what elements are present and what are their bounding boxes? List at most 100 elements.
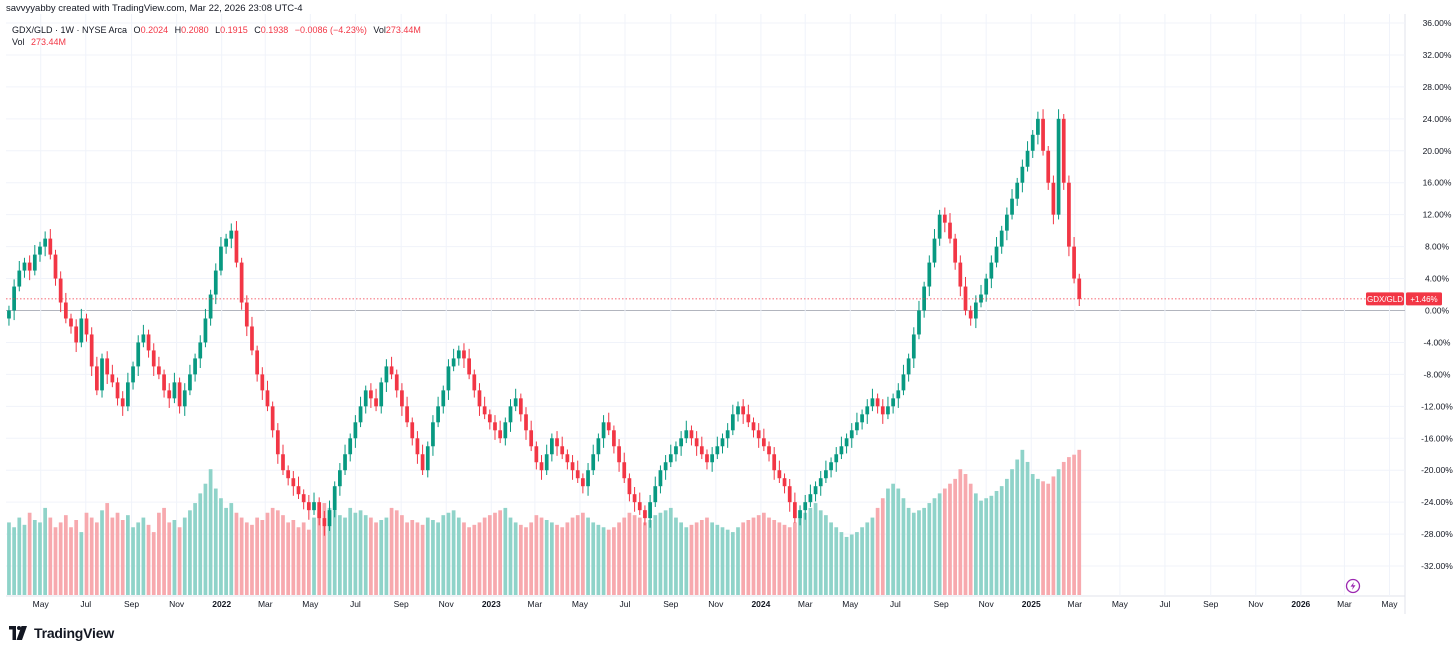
candle-body[interactable] — [141, 334, 146, 343]
candle-body[interactable] — [1005, 214, 1009, 231]
candle-body[interactable] — [275, 430, 280, 455]
candle-body[interactable] — [839, 446, 844, 455]
candle-body[interactable] — [374, 398, 378, 407]
candle-body[interactable] — [549, 438, 554, 455]
candle-body[interactable] — [575, 470, 580, 479]
candle-body[interactable] — [855, 422, 859, 431]
candle-body[interactable] — [456, 350, 461, 359]
candle-body[interactable] — [591, 454, 596, 471]
candle-body[interactable] — [648, 502, 652, 519]
candle-body[interactable] — [446, 366, 451, 391]
candle-body[interactable] — [493, 422, 497, 431]
candle-body[interactable] — [617, 446, 621, 463]
candle-body[interactable] — [358, 406, 363, 423]
candle-body[interactable] — [948, 222, 952, 239]
candle-body[interactable] — [286, 470, 291, 479]
tradingview-brand[interactable]: TradingView — [8, 625, 114, 641]
candle-body[interactable] — [213, 270, 218, 295]
candle-body[interactable] — [1046, 150, 1051, 183]
candle-body[interactable] — [467, 358, 471, 375]
candle-body[interactable] — [803, 502, 808, 511]
candle-body[interactable] — [942, 214, 947, 223]
candle-body[interactable] — [518, 398, 523, 415]
candle-body[interactable] — [653, 486, 658, 503]
candle-body[interactable] — [250, 326, 254, 351]
candle-body[interactable] — [487, 414, 492, 423]
candle-body[interactable] — [513, 398, 518, 407]
candle-body[interactable] — [524, 414, 528, 431]
candle-body[interactable] — [751, 422, 756, 431]
candle-body[interactable] — [172, 382, 177, 399]
candle-body[interactable] — [7, 310, 11, 319]
candle-body[interactable] — [725, 430, 730, 439]
candle-body[interactable] — [384, 366, 389, 383]
candle-body[interactable] — [94, 366, 99, 391]
candle-body[interactable] — [255, 350, 260, 375]
candle-body[interactable] — [260, 374, 265, 391]
candle-body[interactable] — [932, 238, 937, 263]
candle-body[interactable] — [379, 382, 384, 407]
candle-body[interactable] — [322, 518, 327, 527]
candle-body[interactable] — [1020, 166, 1025, 183]
candle-body[interactable] — [658, 470, 663, 487]
candle-body[interactable] — [1015, 182, 1020, 199]
candle-body[interactable] — [911, 334, 916, 359]
legend-volume-row-label[interactable]: Vol — [12, 37, 25, 47]
candle-body[interactable] — [136, 342, 141, 367]
candle-body[interactable] — [405, 406, 409, 423]
candle-body[interactable] — [17, 270, 22, 287]
candle-body[interactable] — [43, 238, 48, 247]
candle-body[interactable] — [875, 398, 880, 407]
candle-body[interactable] — [860, 414, 864, 423]
candle-body[interactable] — [999, 230, 1004, 247]
candle-body[interactable] — [699, 446, 704, 455]
candle-body[interactable] — [793, 502, 797, 519]
candle-body[interactable] — [606, 422, 611, 431]
candle-body[interactable] — [612, 430, 616, 447]
candle-body[interactable] — [720, 438, 725, 447]
candle-body[interactable] — [498, 430, 503, 439]
x-axis[interactable]: May Jul Sep Nov 2022 Mar May Jul Sep Nov 2023 Mar Ma… — [33, 599, 1399, 609]
candle-body[interactable] — [234, 230, 239, 263]
candle-body[interactable] — [338, 470, 342, 487]
candle-body[interactable] — [710, 454, 715, 463]
candle-body[interactable] — [436, 406, 440, 423]
candle-body[interactable] — [301, 494, 306, 503]
candle-body[interactable] — [353, 422, 358, 439]
candle-body[interactable] — [865, 406, 870, 415]
candle-body[interactable] — [849, 430, 854, 439]
candle-body[interactable] — [906, 358, 911, 375]
candle-body[interactable] — [596, 438, 601, 455]
candle-body[interactable] — [715, 446, 720, 455]
candle-body[interactable] — [100, 358, 104, 391]
candle-body[interactable] — [229, 230, 234, 239]
candle-body[interactable] — [555, 438, 559, 447]
candle-body[interactable] — [581, 478, 585, 487]
candle-body[interactable] — [503, 422, 508, 439]
candle-body[interactable] — [105, 358, 110, 375]
candle-body[interactable] — [1077, 278, 1082, 299]
candle-body[interactable] — [188, 374, 192, 391]
candle-body[interactable] — [772, 454, 777, 471]
candle-body[interactable] — [984, 278, 989, 295]
candle-body[interactable] — [126, 382, 130, 407]
candle-body[interactable] — [679, 438, 683, 447]
candle-body[interactable] — [741, 406, 746, 415]
candle-body[interactable] — [441, 390, 446, 407]
candle-body[interactable] — [38, 246, 42, 255]
candle-body[interactable] — [973, 302, 978, 319]
candle-body[interactable] — [244, 302, 249, 327]
candle-body[interactable] — [813, 486, 818, 495]
candle-body[interactable] — [74, 326, 79, 343]
candle-body[interactable] — [586, 470, 590, 487]
candle-body[interactable] — [410, 422, 415, 439]
candle-body[interactable] — [777, 470, 782, 479]
candle-body[interactable] — [824, 470, 828, 479]
candle-body[interactable] — [689, 430, 694, 439]
candle-body[interactable] — [787, 486, 792, 503]
candle-body[interactable] — [529, 430, 534, 447]
candle-body[interactable] — [157, 366, 161, 375]
candle-body[interactable] — [705, 454, 709, 463]
candle-body[interactable] — [927, 262, 932, 287]
